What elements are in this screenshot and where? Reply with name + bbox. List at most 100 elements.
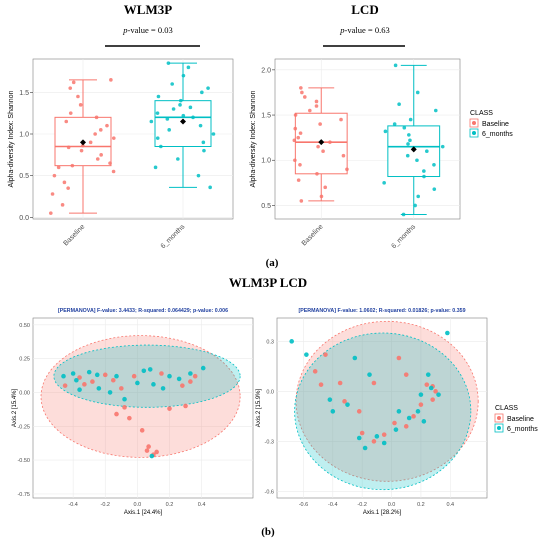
x-tick-label: 0.2: [166, 502, 174, 508]
data-point-baseline: [98, 128, 103, 132]
data-point-6-months: [77, 387, 82, 393]
data-point-6-months: [374, 434, 380, 439]
data-point-baseline: [66, 186, 70, 190]
data-point-6-months: [415, 90, 420, 95]
data-point-baseline: [183, 403, 188, 409]
data-point-6-months: [135, 380, 140, 386]
data-point-baseline: [62, 180, 67, 185]
data-point-baseline: [127, 415, 132, 421]
data-point-6-months: [432, 187, 437, 191]
boxplot-lcd-title: LCD: [351, 2, 378, 17]
data-point-baseline: [418, 402, 424, 407]
data-point-baseline: [159, 371, 164, 376]
data-point-baseline: [433, 389, 438, 394]
data-point-6-months: [181, 113, 186, 118]
data-point-6-months: [196, 173, 201, 178]
data-point-6-months: [381, 440, 387, 446]
data-point-baseline: [146, 444, 151, 449]
x-tick-label-baseline: Baseline: [301, 223, 325, 247]
data-point-6-months: [327, 397, 333, 402]
y-tick-label: 0.25: [19, 357, 30, 363]
mean-marker-baseline: [80, 139, 86, 146]
data-point-baseline: [339, 117, 343, 122]
y-tick-label: 0.50: [19, 323, 30, 329]
data-point-6-months: [70, 371, 76, 376]
y-tick-label: 0.00: [19, 390, 30, 396]
legend-key-point-baseline: [472, 121, 476, 125]
boxplot-lcd: 0.5 1.0 1.5 2.0 Baseline 6_months Alpha-divers…: [250, 58, 513, 250]
data-point-6-months: [407, 133, 411, 137]
data-point-baseline: [180, 383, 185, 388]
data-point-6-months: [188, 371, 193, 376]
x-tick-label-6-months: 6_months: [390, 223, 417, 250]
y-axis-label: Axis.2 [15.4%]: [12, 388, 18, 427]
x-tick-label: 0.0: [134, 502, 142, 508]
data-point-6-months: [141, 368, 147, 374]
data-point-6-months: [107, 390, 113, 395]
y-tick-label: 1.0: [261, 158, 271, 165]
data-point-6-months: [86, 369, 92, 375]
data-point-baseline: [108, 161, 112, 165]
data-point-6-months: [405, 153, 410, 158]
data-point-baseline: [50, 192, 55, 196]
data-point-baseline: [114, 411, 119, 417]
data-point-6-months: [383, 129, 388, 134]
data-point-6-months: [396, 409, 402, 414]
data-point-baseline: [154, 449, 159, 455]
y-tick-label: -0.6: [265, 489, 274, 495]
legend-key-point-6-months: [497, 426, 501, 430]
data-point-baseline: [93, 132, 97, 136]
data-point-6-months: [178, 98, 183, 103]
data-point-6-months: [433, 108, 438, 113]
panel-b-title: WLM3P LCD: [229, 275, 307, 290]
data-point-baseline: [56, 165, 61, 170]
data-point-baseline: [411, 414, 416, 419]
legend-label-6-months: 6_months: [507, 426, 538, 433]
data-point-6-months: [415, 158, 419, 163]
data-point-6-months: [362, 445, 368, 451]
data-point-baseline: [119, 386, 124, 391]
data-point-baseline: [316, 144, 320, 149]
y-axis-label: Axis.2 [15.9%]: [256, 388, 262, 427]
data-point-baseline: [337, 380, 343, 386]
data-point-baseline: [315, 172, 319, 176]
data-point-6-months: [208, 185, 212, 190]
data-point-baseline: [68, 86, 73, 90]
data-point-baseline: [318, 382, 324, 387]
x-tick-label: -0.2: [101, 502, 110, 508]
x-tick-label: 0.2: [417, 502, 425, 508]
data-point-baseline: [302, 95, 307, 99]
data-point-baseline: [300, 90, 304, 95]
data-point-baseline: [430, 397, 435, 402]
data-point-baseline: [293, 113, 298, 117]
data-point-baseline: [94, 115, 99, 120]
data-point-6-months: [149, 119, 154, 124]
y-tick-label: -0.25: [17, 424, 30, 430]
permanova-title: [PERMANOVA] F-value: 3.4433; R-squared: …: [58, 308, 228, 314]
data-point-6-months: [408, 117, 413, 122]
legend-title: CLASS: [470, 110, 493, 117]
data-point-6-months: [198, 123, 203, 128]
data-point-baseline: [188, 379, 193, 384]
mean-marker-6-months: [180, 118, 186, 125]
y-tick-label: 0.5: [261, 203, 271, 210]
data-point-baseline: [318, 122, 322, 126]
data-point-baseline: [64, 119, 69, 124]
data-point-baseline: [392, 420, 397, 426]
data-point-6-months: [155, 111, 160, 115]
data-point-baseline: [341, 153, 346, 158]
data-point-6-months: [156, 94, 161, 99]
data-point-baseline: [292, 138, 297, 143]
y-axis-label: Alpha-diversity Index: Shannon: [250, 90, 257, 187]
x-axis-label: Axis.1 [24.4%]: [124, 510, 163, 516]
pcoa-wlm3p: [PERMANOVA] F-value: 3.4433; R-squared: …: [12, 308, 254, 516]
data-point-baseline: [52, 173, 57, 178]
data-point-baseline: [403, 372, 409, 377]
data-point-baseline: [111, 136, 116, 140]
data-point-6-months: [114, 373, 119, 379]
data-point-6-months: [200, 365, 206, 371]
data-point-baseline: [77, 375, 82, 380]
boxplot-wlm3p: 0.0 0.5 1.0 1.5 Baseline 6_months Alpha-divers…: [8, 58, 234, 250]
data-point-baseline: [109, 78, 113, 82]
